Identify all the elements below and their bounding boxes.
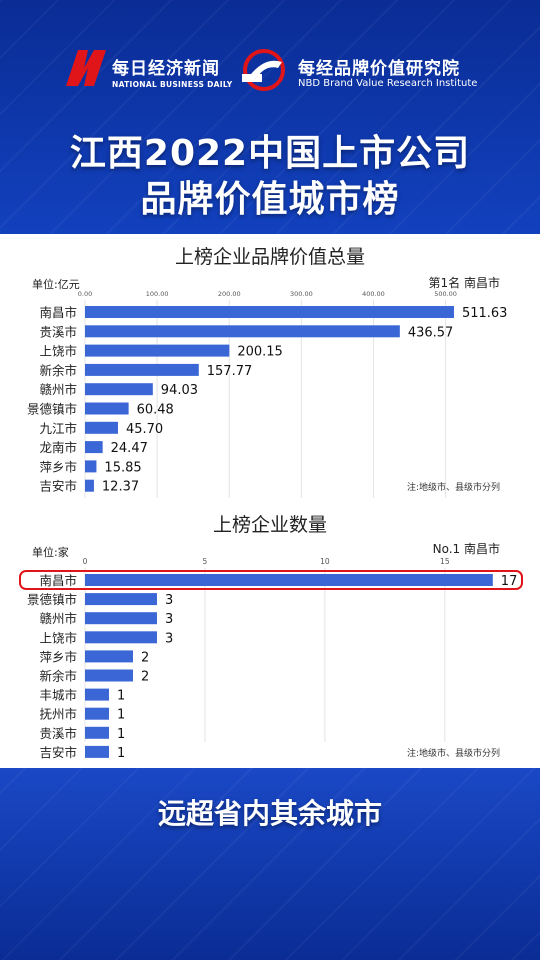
category-label: 赣州市 [39, 382, 77, 397]
x-tick-label: 0.00 [78, 290, 92, 298]
page-title-line2: 品牌价值城市榜 [140, 179, 400, 220]
category-label: 景德镇市 [27, 402, 77, 417]
bar [85, 688, 109, 701]
value-label: 436.57 [408, 325, 454, 340]
bar [85, 707, 109, 720]
category-label: 南昌市 [39, 305, 77, 320]
bar [85, 363, 199, 376]
category-label: 贵溪市 [39, 324, 77, 339]
chart2-unit: 单位:家 [32, 546, 69, 559]
value-label: 1 [117, 727, 125, 742]
value-label: 511.63 [462, 306, 508, 321]
chart1-title: 上榜企业品牌价值总量 [174, 246, 365, 268]
value-label: 3 [165, 631, 173, 646]
footer-caption: 远超省内其余城市 [157, 797, 382, 830]
bar [85, 479, 94, 492]
value-label: 94.03 [161, 383, 198, 398]
bar [85, 574, 493, 586]
value-label: 1 [117, 689, 125, 704]
category-label: 萍乡市 [39, 649, 77, 664]
chart2-top-label: No.1 南昌市 [432, 542, 500, 556]
x-tick-label: 100.00 [146, 290, 169, 298]
highlight-box [19, 570, 523, 590]
category-label: 贵溪市 [39, 726, 77, 741]
category-label: 景德镇市 [27, 592, 77, 607]
chart1-plot: 0.00 100.00 200.00 300.00 400.00 500.00 南昌市 511… [27, 290, 508, 498]
page-title-line1: 江西2022中国上市公司 [69, 133, 471, 174]
nbd-logo-icon [66, 50, 106, 86]
bar [85, 669, 133, 682]
category-label: 新余市 [39, 669, 77, 684]
x-tick-label: 10 [320, 557, 330, 566]
bar [85, 726, 109, 739]
x-tick-label: 5 [203, 557, 208, 566]
category-label: 新余市 [39, 363, 77, 378]
chart2-note: 注:地级市、县级市分列 [406, 749, 500, 759]
value-label: 3 [165, 612, 173, 627]
logo2-english-name: NBD Brand Value Research Institute [298, 78, 478, 89]
chart2-plot: 0 5 10 15 南昌市 17 景德镇市 3 赣州市 3 上饶市 3 萍乡市 2 新余市 2 丰城市 1 抚州市 1… [19, 557, 523, 761]
bar [85, 460, 97, 473]
bar [85, 612, 157, 625]
bar [85, 650, 133, 663]
bar [85, 631, 157, 644]
category-label: 九江市 [39, 421, 77, 436]
bar [85, 325, 400, 338]
x-tick-label: 500.00 [434, 290, 457, 298]
category-label: 萍乡市 [39, 459, 77, 474]
value-label: 60.48 [137, 403, 174, 418]
category-label: 南昌市 [39, 573, 77, 588]
chart2-title: 上榜企业数量 [212, 514, 327, 536]
value-label: 2 [141, 670, 149, 685]
value-label: 1 [117, 708, 125, 723]
value-label: 15.85 [104, 460, 141, 475]
value-label: 24.47 [111, 441, 148, 456]
x-tick-label: 200.00 [218, 290, 241, 298]
header-logos: 每日经济新闻 NATIONAL BUSINESS DAILY 每经品牌价值研究院… [0, 44, 540, 100]
x-tick-label: 0 [83, 557, 88, 566]
bar [85, 441, 103, 454]
x-tick-label: 300.00 [290, 290, 313, 298]
category-label: 赣州市 [39, 611, 77, 626]
category-label: 吉安市 [39, 479, 77, 494]
chart1-note: 注:地级市、县级市分列 [406, 483, 500, 493]
category-label: 丰城市 [39, 688, 77, 703]
chart1-unit: 单位:亿元 [32, 278, 80, 291]
category-label: 上饶市 [39, 630, 77, 645]
value-label: 45.70 [126, 422, 163, 437]
x-tick-label: 15 [440, 557, 450, 566]
category-label: 吉安市 [39, 745, 77, 760]
value-label: 17 [501, 574, 518, 589]
chart1-top-label: 第1名 南昌市 [428, 276, 500, 290]
value-label: 2 [141, 650, 149, 665]
value-label: 200.15 [237, 345, 282, 360]
value-label: 157.77 [207, 364, 253, 379]
logo2-name: 每经品牌价值研究院 [298, 59, 460, 79]
bar [85, 383, 153, 396]
value-label: 12.37 [102, 480, 139, 495]
bar [85, 745, 109, 758]
bar [85, 344, 230, 357]
x-tick-label: 400.00 [362, 290, 385, 298]
bar [85, 306, 454, 318]
bar [85, 421, 118, 434]
category-label: 抚州市 [39, 707, 77, 722]
category-label: 上饶市 [39, 344, 77, 359]
charts-panel: 上榜企业品牌价值总量 单位:亿元 第1名 南昌市 0.00 100.00 200.0… [0, 234, 540, 768]
value-label: 3 [165, 593, 173, 608]
bar [85, 402, 129, 415]
value-label: 1 [117, 746, 125, 761]
logo1-english-name: NATIONAL BUSINESS DAILY [112, 80, 233, 89]
institute-logo-icon [242, 49, 285, 91]
category-label: 龙南市 [39, 440, 77, 455]
bar [85, 593, 157, 606]
logo1-name: 每日经济新闻 [112, 59, 220, 79]
